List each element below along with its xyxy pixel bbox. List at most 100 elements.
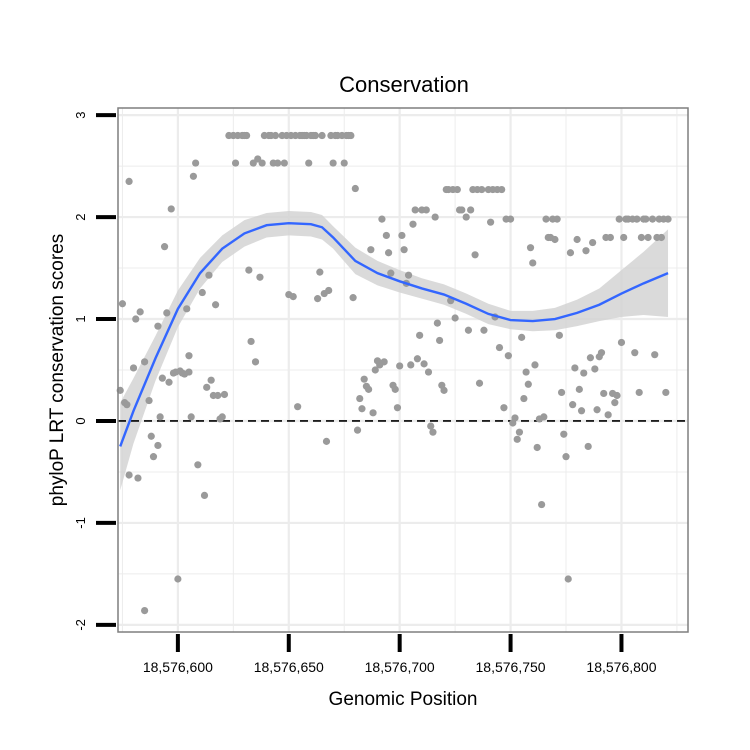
- data-point: [125, 471, 133, 479]
- data-point: [231, 159, 240, 167]
- data-point: [524, 380, 532, 388]
- data-point: [593, 406, 601, 414]
- data-point: [557, 388, 566, 397]
- data-point: [145, 396, 153, 405]
- data-point: [498, 185, 506, 194]
- data-point: [520, 394, 528, 403]
- y-tick-label: 1: [73, 315, 88, 322]
- data-point: [369, 409, 377, 417]
- data-point: [617, 338, 626, 347]
- data-point: [440, 386, 448, 394]
- data-point: [637, 233, 646, 242]
- data-point: [591, 365, 599, 373]
- data-point: [220, 390, 229, 399]
- data-point: [424, 368, 433, 376]
- data-point: [318, 131, 326, 140]
- data-point: [132, 315, 140, 323]
- data-point: [606, 233, 614, 242]
- data-point: [174, 575, 182, 583]
- data-point: [560, 430, 568, 438]
- y-tick-label: 2: [73, 213, 88, 220]
- plot-border: [117, 107, 689, 633]
- data-point: [367, 246, 375, 254]
- data-point: [604, 411, 612, 419]
- data-point: [589, 238, 597, 247]
- data-point: [289, 292, 297, 301]
- data-point: [555, 331, 563, 339]
- data-point: [495, 343, 504, 352]
- data-point: [207, 376, 215, 384]
- data-point: [487, 218, 495, 226]
- data-point: [642, 215, 650, 223]
- data-point: [382, 231, 390, 240]
- data-point: [451, 314, 459, 322]
- data-point: [542, 215, 550, 223]
- data-point: [566, 249, 575, 257]
- y-tick-label: -2: [73, 619, 88, 631]
- data-point: [141, 358, 149, 366]
- data-point: [387, 269, 395, 277]
- x-tick-label: 18,576,800: [586, 659, 656, 675]
- data-point: [274, 159, 282, 167]
- data-point: [531, 361, 539, 369]
- data-point: [526, 244, 535, 252]
- data-point: [562, 453, 570, 461]
- data-point: [453, 185, 461, 194]
- data-point: [644, 233, 652, 242]
- data-point: [371, 366, 379, 374]
- data-point: [384, 249, 393, 257]
- data-point: [325, 286, 333, 295]
- data-point: [154, 441, 162, 450]
- data-point: [271, 131, 280, 140]
- data-point: [582, 247, 590, 255]
- data-point: [573, 235, 581, 244]
- data-point: [123, 401, 131, 409]
- data-point: [160, 243, 169, 251]
- data-point: [305, 159, 313, 167]
- data-point: [203, 383, 211, 391]
- data-point: [211, 301, 220, 309]
- data-point: [358, 405, 366, 413]
- data-point: [360, 375, 368, 383]
- data-point: [393, 404, 402, 412]
- data-point: [380, 358, 388, 366]
- data-point: [243, 131, 251, 140]
- smooth-line: [119, 221, 669, 447]
- data-point: [156, 413, 164, 421]
- data-point: [356, 394, 364, 403]
- data-point: [329, 159, 337, 167]
- data-point: [664, 215, 672, 223]
- data-point: [471, 251, 479, 259]
- data-point: [551, 235, 559, 244]
- data-point: [506, 215, 515, 223]
- data-point: [413, 355, 422, 363]
- data-point: [478, 185, 486, 194]
- data-point: [400, 246, 408, 254]
- data-point: [398, 231, 406, 240]
- data-point: [411, 206, 419, 214]
- data-point: [409, 220, 417, 228]
- data-point: [378, 215, 386, 223]
- data-point: [158, 374, 166, 382]
- data-point: [183, 305, 191, 313]
- data-point: [280, 159, 288, 167]
- data-point: [353, 426, 362, 434]
- data-point: [205, 271, 213, 279]
- data-point: [571, 364, 579, 372]
- data-point: [458, 206, 466, 214]
- data-point: [198, 288, 206, 297]
- data-point: [187, 413, 195, 421]
- data-point: [129, 364, 138, 372]
- data-point: [251, 358, 260, 366]
- data-point: [577, 407, 586, 415]
- data-point: [462, 213, 470, 221]
- data-point: [511, 414, 519, 422]
- data-point: [118, 300, 127, 308]
- data-point: [167, 205, 175, 213]
- data-point: [635, 388, 643, 397]
- data-point: [125, 177, 133, 186]
- data-point: [163, 309, 171, 317]
- data-point: [611, 399, 619, 407]
- data-point: [633, 215, 641, 223]
